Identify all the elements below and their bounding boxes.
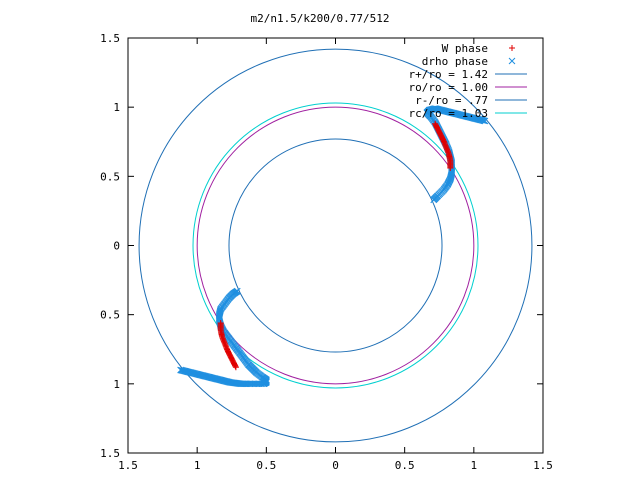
x-tick-label: 0.5 bbox=[395, 459, 415, 472]
x-tick-label: 1 bbox=[194, 459, 201, 472]
y-tick-label: 0.5 bbox=[100, 309, 120, 322]
circle-1 bbox=[196, 106, 475, 385]
x-tick-label: 1 bbox=[471, 459, 478, 472]
data-point bbox=[233, 287, 241, 295]
y-tick-label: 1.5 bbox=[100, 32, 120, 45]
data-point bbox=[217, 319, 224, 326]
legend-swatch bbox=[509, 45, 515, 51]
reference-circles bbox=[138, 48, 533, 443]
legend-label: r+/ro = 1.42 bbox=[409, 68, 488, 81]
y-tick-label: 0 bbox=[113, 240, 120, 253]
circle-2 bbox=[228, 138, 443, 353]
legend-label: rc/ro = 1.03 bbox=[409, 107, 488, 120]
data-point bbox=[447, 165, 454, 172]
legend-label: ro/ro = 1.00 bbox=[409, 81, 488, 94]
y-tick-label: 1 bbox=[113, 378, 120, 391]
axis-ticks: 1.5 1 0.5 0 0.5 1 1.51.510.500.511.5 bbox=[100, 32, 553, 472]
legend-label: W phase bbox=[442, 42, 488, 55]
x-tick-label: 1.5 bbox=[118, 459, 138, 472]
y-tick-label: 1 bbox=[113, 101, 120, 114]
legend-label: r-/ro = .77 bbox=[415, 94, 488, 107]
y-tick-label: 1.5 bbox=[100, 447, 120, 460]
chart-title: m2/n1.5/k200/0.77/512 bbox=[250, 12, 389, 25]
x-tick-label: 0 bbox=[332, 459, 339, 472]
x-tick-label: 1.5 bbox=[533, 459, 553, 472]
series-w-phase bbox=[217, 120, 454, 371]
circle-0 bbox=[138, 48, 533, 443]
phase-points bbox=[177, 105, 489, 388]
legend-label: drho phase bbox=[422, 55, 488, 68]
y-tick-label: 0.5 bbox=[100, 170, 120, 183]
legend-swatch bbox=[508, 57, 516, 65]
x-tick-label: 0.5 bbox=[256, 459, 276, 472]
circle-3 bbox=[192, 102, 479, 389]
data-point bbox=[430, 196, 438, 204]
